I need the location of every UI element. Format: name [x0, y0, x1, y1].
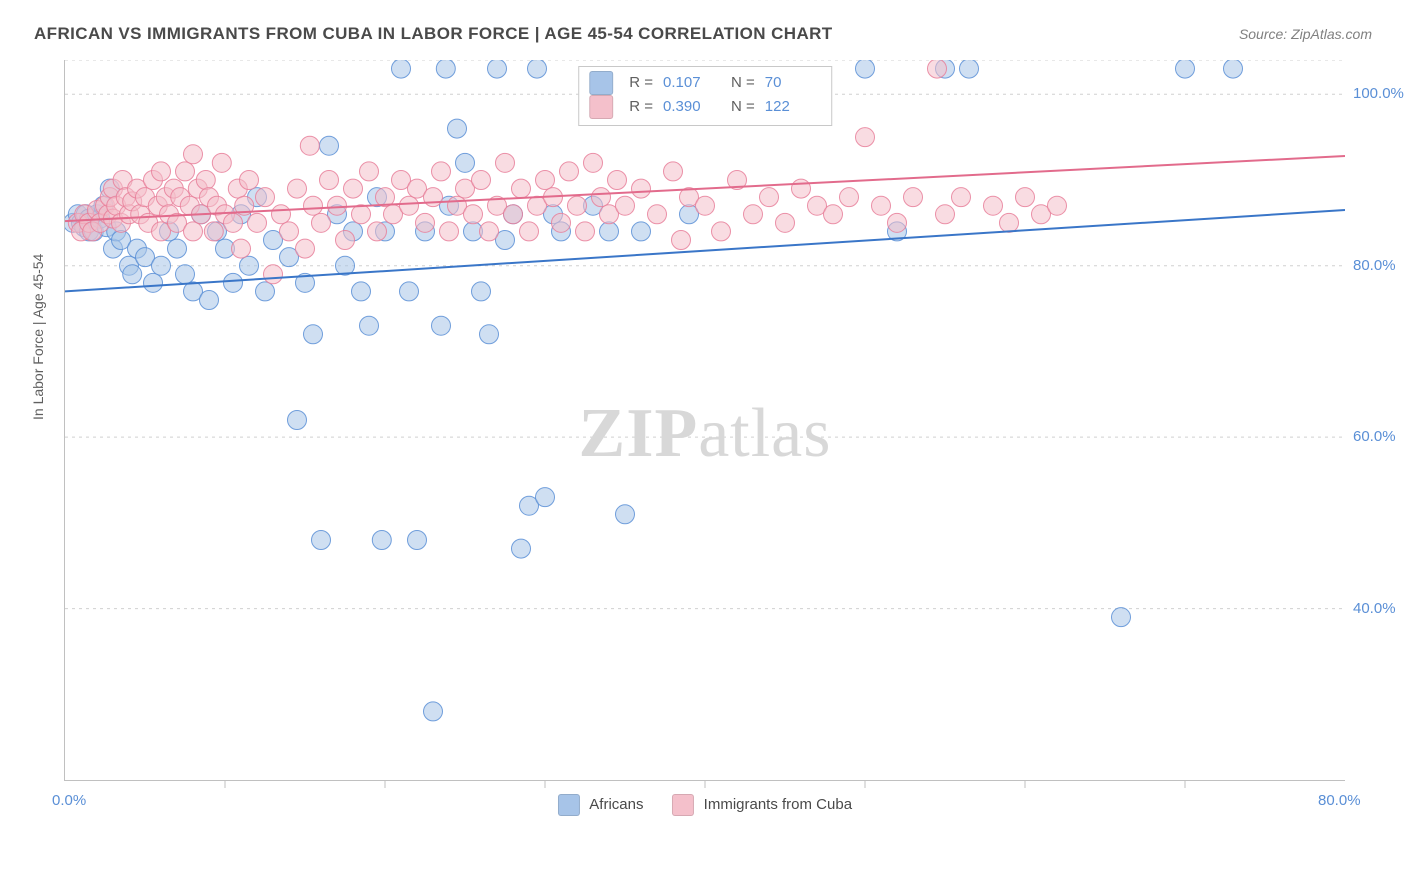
- legend-item-2: Immigrants from Cuba: [671, 794, 852, 816]
- y-tick-label: 40.0%: [1353, 600, 1406, 617]
- data-layer: [65, 60, 1345, 780]
- swatch-blue-small: [558, 794, 580, 816]
- legend-item-1: Africans: [558, 794, 644, 816]
- swatch-pink-small: [671, 794, 693, 816]
- bottom-legend: Africans Immigrants from Cuba: [558, 794, 852, 816]
- y-tick-label: 100.0%: [1353, 85, 1406, 102]
- stat-row-2: R = 0.390 N = 122: [589, 95, 817, 119]
- stats-legend-box: R = 0.107 N = 70 R = 0.390 N = 122: [578, 66, 832, 126]
- swatch-pink: [589, 95, 613, 119]
- chart-container: In Labor Force | Age 45-54 ZIPatlas R = …: [44, 60, 1364, 820]
- chart-title: AFRICAN VS IMMIGRANTS FROM CUBA IN LABOR…: [34, 24, 833, 43]
- swatch-blue: [589, 71, 613, 95]
- x-origin-label: 0.0%: [52, 792, 86, 809]
- plot-area: ZIPatlas R = 0.107 N = 70 R = 0.390 N = …: [64, 60, 1345, 781]
- stat-row-1: R = 0.107 N = 70: [589, 71, 817, 95]
- source-label: Source: ZipAtlas.com: [1239, 26, 1372, 42]
- y-tick-label: 60.0%: [1353, 428, 1406, 445]
- y-axis-label: In Labor Force | Age 45-54: [30, 254, 46, 420]
- x-max-label: 80.0%: [1318, 792, 1361, 809]
- y-tick-label: 80.0%: [1353, 257, 1406, 274]
